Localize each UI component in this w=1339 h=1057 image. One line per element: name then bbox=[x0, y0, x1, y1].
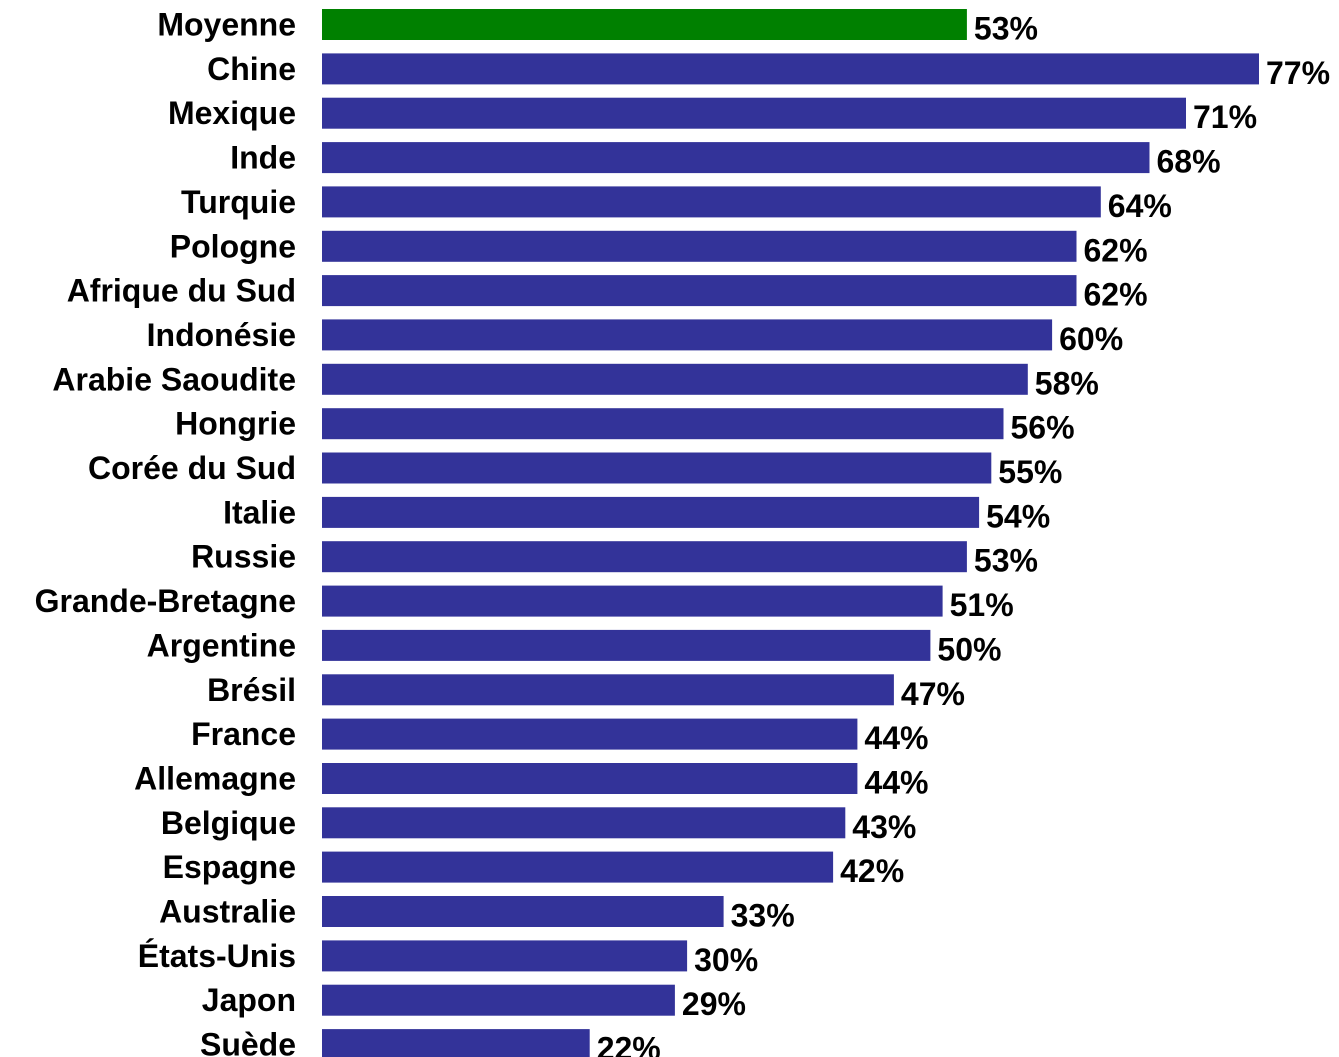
value-label-japon: 29% bbox=[682, 986, 746, 1022]
value-label-russie: 53% bbox=[974, 543, 1038, 579]
category-label-espagne: Espagne bbox=[163, 849, 296, 885]
value-label-turquie: 64% bbox=[1108, 188, 1172, 224]
category-labels-group: Moyenne Chine Mexique Inde Turquie Pologne Afr… bbox=[35, 7, 296, 1057]
category-label-mexique: Mexique bbox=[168, 95, 296, 131]
category-label-moyenne: Moyenne bbox=[157, 7, 296, 43]
value-label-inde: 68% bbox=[1157, 144, 1221, 180]
category-label-japon: Japon bbox=[202, 982, 296, 1018]
bar-coree-du-sud bbox=[322, 452, 992, 484]
category-label-argentine: Argentine bbox=[147, 627, 296, 663]
bars-group bbox=[322, 9, 1259, 1057]
category-label-etats-unis: États-Unis bbox=[138, 938, 296, 974]
category-label-italie: Italie bbox=[223, 494, 296, 530]
bar-turquie bbox=[322, 186, 1101, 218]
value-label-afrique-du-sud: 62% bbox=[1084, 277, 1148, 313]
bar-pologne bbox=[322, 230, 1077, 262]
category-label-belgique: Belgique bbox=[161, 805, 296, 841]
bar-allemagne bbox=[322, 763, 858, 794]
bar-italie bbox=[322, 496, 980, 528]
category-label-inde: Inde bbox=[230, 140, 296, 176]
category-label-pologne: Pologne bbox=[170, 228, 296, 264]
category-label-coree-du-sud: Corée du Sud bbox=[88, 450, 296, 486]
bar-arabie-saoudite bbox=[322, 363, 1028, 395]
category-label-afrique-du-sud: Afrique du Sud bbox=[67, 273, 296, 309]
category-label-hongrie: Hongrie bbox=[175, 406, 296, 442]
category-label-suede: Suède bbox=[200, 1027, 296, 1057]
category-label-chine: Chine bbox=[207, 51, 296, 87]
value-label-moyenne: 53% bbox=[974, 11, 1038, 47]
value-label-arabie-saoudite: 58% bbox=[1035, 365, 1099, 401]
value-label-italie: 54% bbox=[986, 498, 1050, 534]
value-label-belgique: 43% bbox=[852, 809, 916, 845]
bar-hongrie bbox=[322, 408, 1004, 440]
value-label-coree-du-sud: 55% bbox=[998, 454, 1062, 490]
value-label-allemagne: 44% bbox=[864, 765, 928, 801]
bar-australie bbox=[322, 896, 724, 927]
bar-espagne bbox=[322, 851, 834, 883]
category-label-arabie-saoudite: Arabie Saoudite bbox=[52, 361, 296, 397]
value-label-bresil: 47% bbox=[901, 676, 965, 712]
bar-chine bbox=[322, 53, 1259, 85]
bar-mexique bbox=[322, 97, 1186, 129]
bar-japon bbox=[322, 984, 675, 1016]
category-label-france: France bbox=[191, 716, 296, 752]
bar-grande-bretagne bbox=[322, 585, 943, 617]
bar-argentine bbox=[322, 629, 931, 661]
category-label-indonesie: Indonésie bbox=[147, 317, 296, 353]
value-label-espagne: 42% bbox=[840, 853, 904, 889]
value-label-suede: 22% bbox=[597, 1031, 661, 1057]
bar-moyenne bbox=[322, 9, 967, 40]
bar-belgique bbox=[322, 807, 846, 839]
value-label-mexique: 71% bbox=[1193, 99, 1257, 135]
value-label-australie: 33% bbox=[731, 898, 795, 934]
value-label-grande-bretagne: 51% bbox=[950, 587, 1014, 623]
value-label-chine: 77% bbox=[1266, 55, 1330, 91]
value-label-indonesie: 60% bbox=[1059, 321, 1123, 357]
value-label-etats-unis: 30% bbox=[694, 942, 758, 978]
value-label-france: 44% bbox=[864, 720, 928, 756]
bar-inde bbox=[322, 142, 1150, 174]
category-label-australie: Australie bbox=[159, 894, 296, 930]
bar-france bbox=[322, 718, 858, 750]
value-label-argentine: 50% bbox=[937, 631, 1001, 667]
bar-indonesie bbox=[322, 319, 1053, 351]
bar-afrique-du-sud bbox=[322, 275, 1077, 307]
category-label-allemagne: Allemagne bbox=[134, 761, 296, 797]
bar-suede bbox=[322, 1029, 590, 1057]
bar-etats-unis bbox=[322, 940, 688, 972]
category-label-grande-bretagne: Grande-Bretagne bbox=[35, 583, 296, 619]
category-label-bresil: Brésil bbox=[207, 672, 296, 708]
value-label-hongrie: 56% bbox=[1011, 410, 1075, 446]
bar-bresil bbox=[322, 674, 894, 706]
bar-russie bbox=[322, 541, 967, 573]
category-label-turquie: Turquie bbox=[181, 184, 296, 220]
value-labels-group: 53% 77%71% 68% 64% 62% 62% 60% 58% 56% 55% 54% 53% 5… bbox=[597, 11, 1330, 1057]
category-label-russie: Russie bbox=[191, 539, 296, 575]
value-label-pologne: 62% bbox=[1084, 232, 1148, 268]
